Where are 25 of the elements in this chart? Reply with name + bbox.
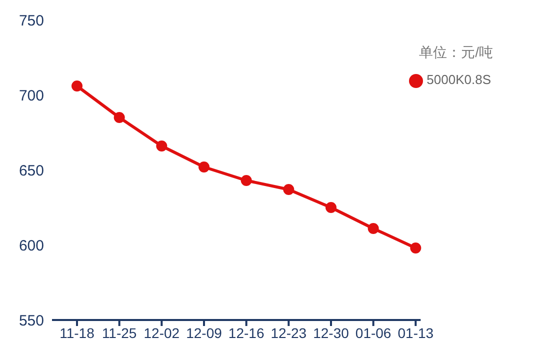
x-tick-label: 11-25 [102, 324, 137, 341]
point [368, 223, 379, 234]
annotation: 单位：元/吨 [419, 44, 493, 62]
legend-label: 5000K0.8S [426, 72, 491, 87]
point [410, 242, 422, 254]
x-tick-label: 11-18 [60, 324, 95, 341]
x-tick-label: 12-30 [313, 324, 350, 341]
point [240, 175, 252, 186]
y-tick-label: 750 [18, 12, 44, 30]
point [72, 80, 82, 92]
point [325, 202, 336, 213]
y-tick-label: 650 [18, 162, 44, 180]
y-tick-label: 700 [18, 87, 44, 104]
y-tick-label: 600 [18, 237, 44, 254]
x-tick-label: 01-06 [355, 324, 392, 341]
point [198, 162, 210, 172]
y-tick-label: 550 [18, 312, 44, 330]
x-tick-label: 12-02 [144, 324, 180, 341]
point [156, 140, 168, 152]
point [114, 112, 125, 123]
x-tick-label: 01-13 [398, 324, 434, 341]
point [283, 184, 294, 195]
x-tick-label: 12-09 [186, 324, 222, 341]
x-tick-label: 12-23 [270, 324, 307, 341]
x-tick-label: 12-16 [228, 324, 264, 341]
